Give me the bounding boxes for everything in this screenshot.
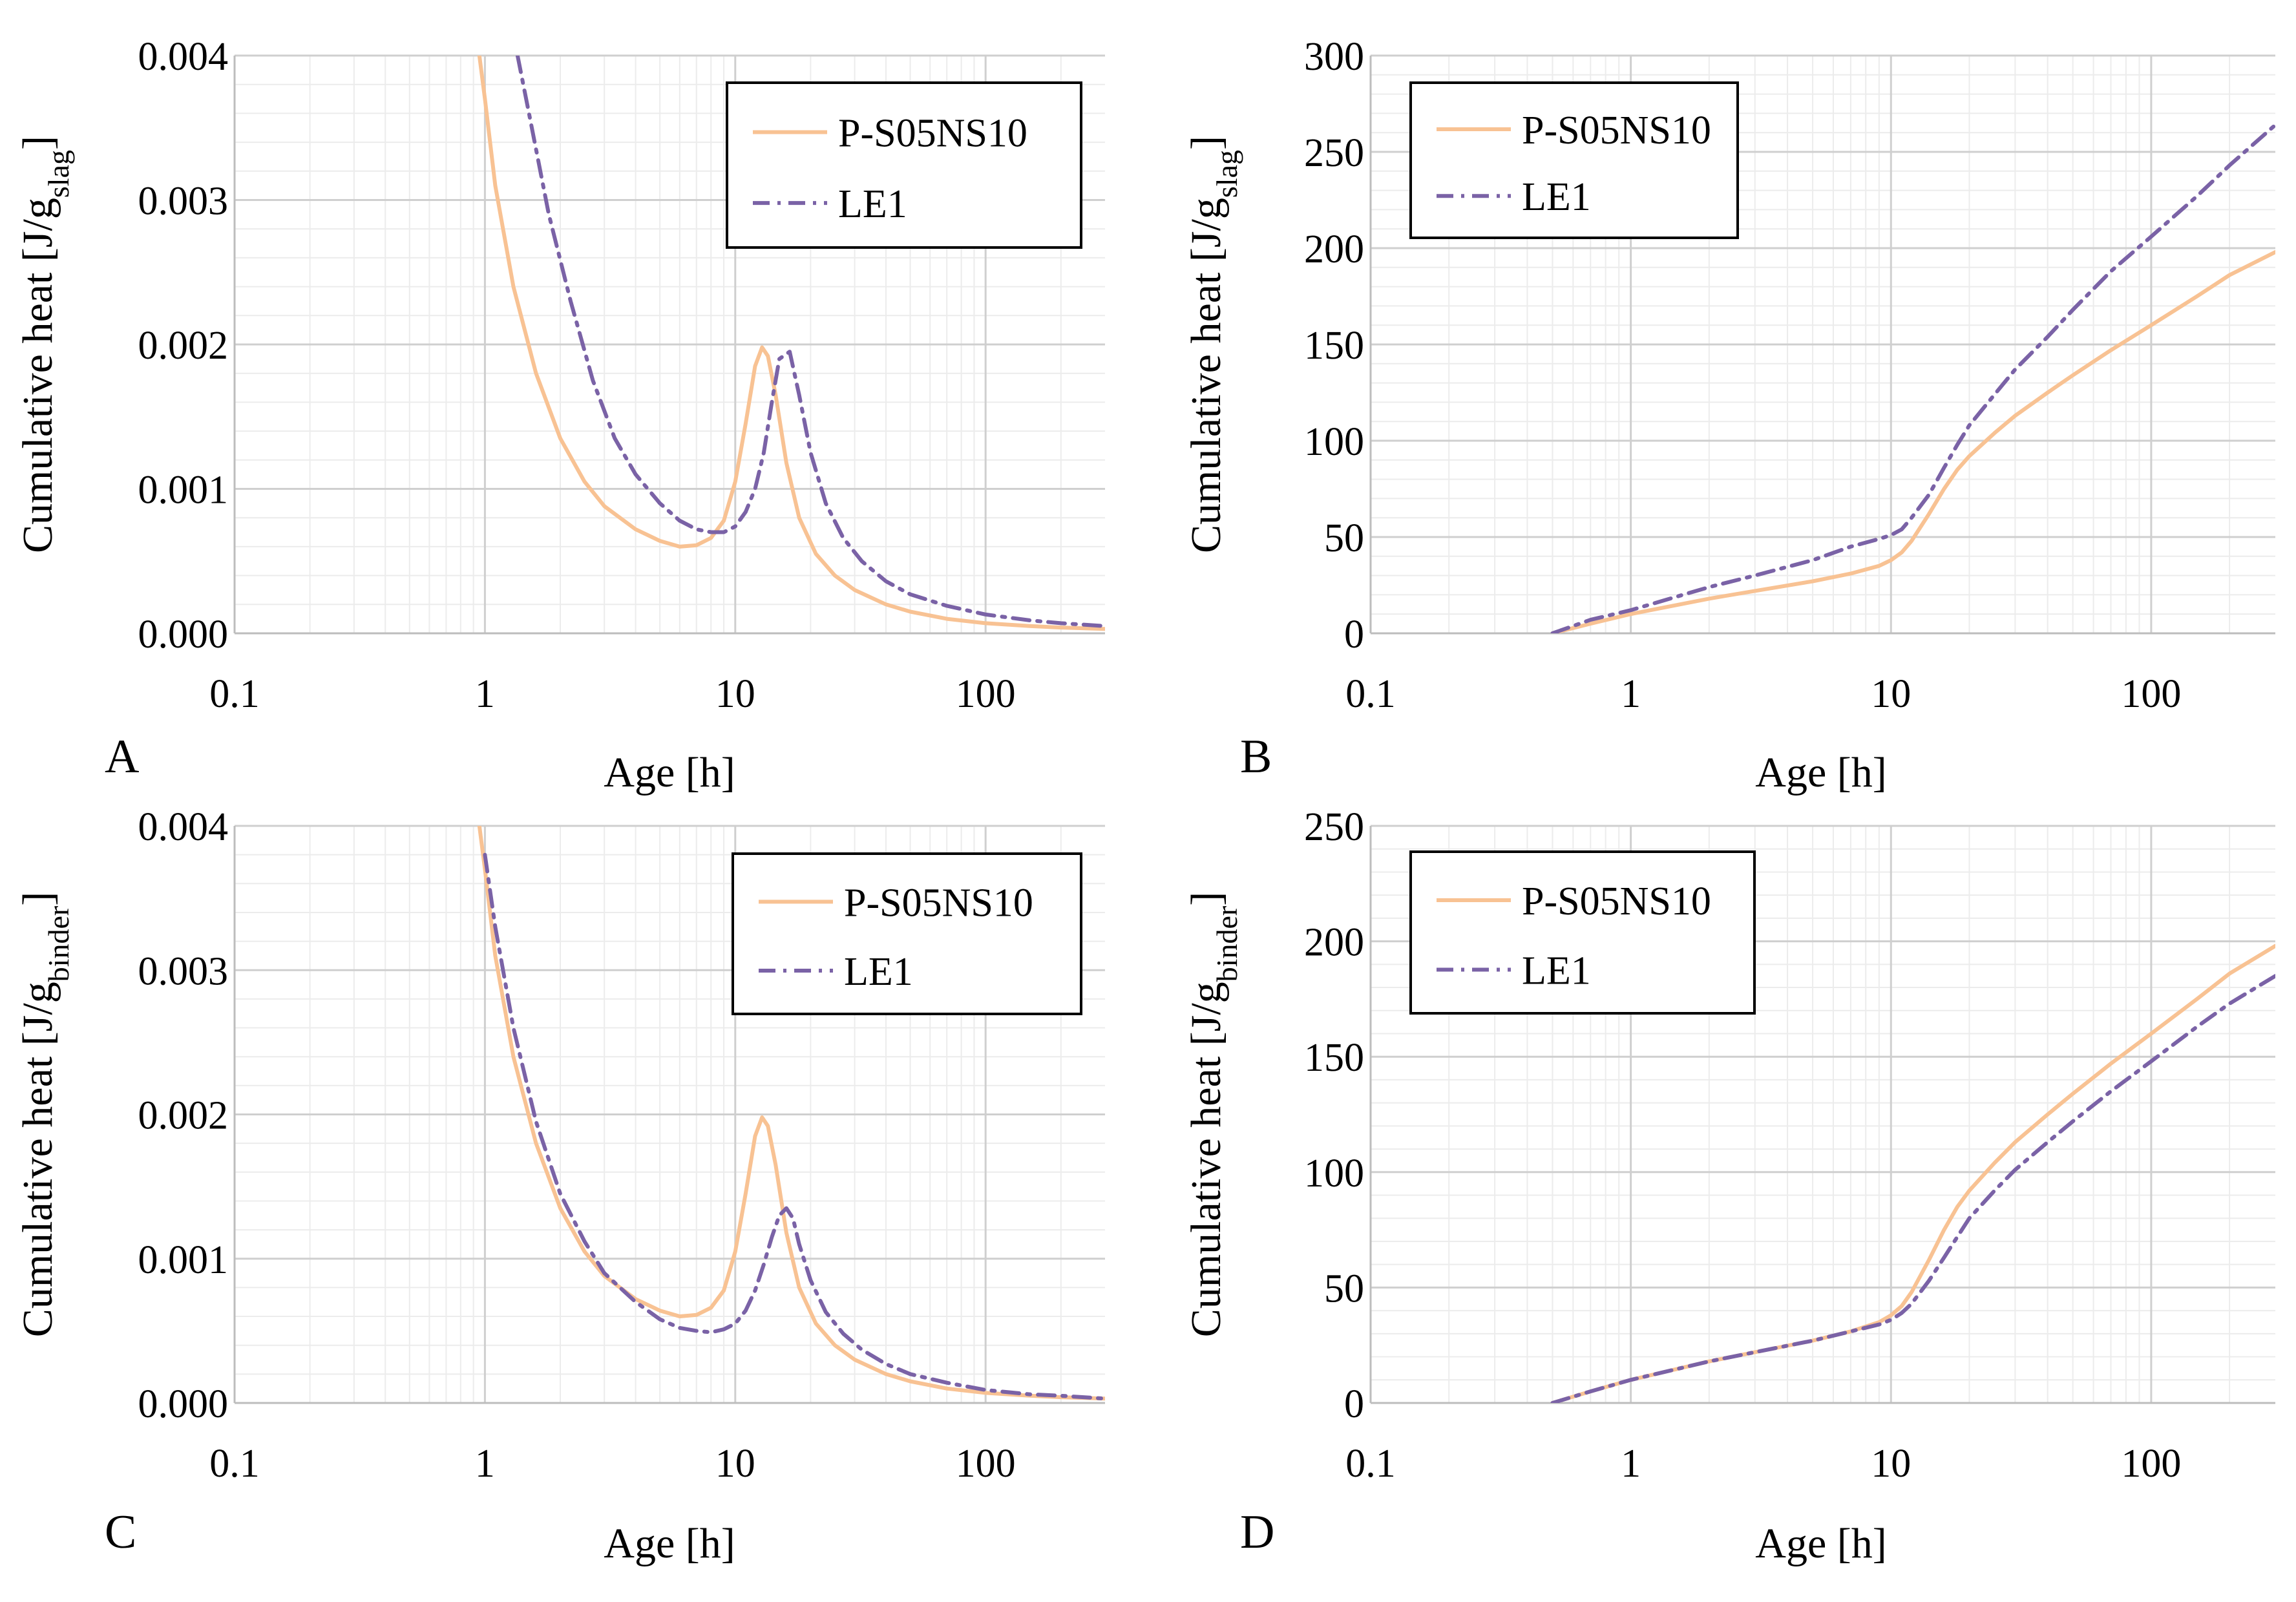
legend-label-p-s05ns10: P-S05NS10 [838, 112, 1027, 156]
panel-a: 0.1 1 10 100 0.000 0.001 0.002 0.003 0.004 Age [h… [14, 35, 1105, 796]
panel-b: 0.1 1 10 100 0 50 100 150 200 250 300 Age [h] Cumula… [1183, 35, 2275, 796]
x-axis-title: Age [h] [604, 1520, 735, 1567]
y-tick-label: 0 [1344, 613, 1364, 657]
y-tick-label: 200 [1304, 227, 1364, 271]
x-tick-label: 100 [956, 672, 1016, 716]
y-axis-title-main: Cumulative heat [J/g [14, 198, 61, 553]
panel-c: 0.1 1 10 100 0.000 0.001 0.002 0.003 0.004 Age [h… [14, 805, 1105, 1567]
series-line-le1 [1550, 123, 2275, 633]
series-line-le1 [515, 56, 1105, 628]
panel-letter: C [105, 1506, 136, 1559]
legend: P-S05NS10 LE1 [1409, 850, 1756, 1015]
y-tick-label: 250 [1304, 131, 1364, 175]
legend-label-le1: LE1 [1522, 175, 1591, 219]
legend-box [1409, 81, 1739, 239]
x-axis-title: Age [h] [1755, 749, 1886, 796]
y-tick-label: 0.000 [138, 613, 229, 657]
y-tick-label: 100 [1304, 1152, 1364, 1196]
x-tick-label: 10 [1871, 1442, 1911, 1486]
y-tick-label: 150 [1304, 324, 1364, 368]
y-axis-title: Cumulative heat [J/gbinder] [14, 892, 75, 1337]
series-line-le1 [1550, 974, 2275, 1403]
y-tick-label: 0.001 [138, 1238, 229, 1282]
y-tick-label: 0.004 [138, 805, 229, 849]
legend: P-S05NS10 LE1 [1409, 81, 1739, 239]
y-axis-title-subscript: binder [42, 906, 75, 982]
y-axis-title-subscript: slag [1210, 150, 1243, 198]
x-tick-label: 1 [1621, 1442, 1641, 1486]
y-axis-title: Cumulative heat [J/gslag] [1183, 136, 1243, 553]
legend-box [1409, 850, 1756, 1015]
y-tick-label: 0 [1344, 1382, 1364, 1426]
panel-d: 0.1 1 10 100 0 50 100 150 200 250 Age [h] Cumulativ… [1183, 805, 2275, 1567]
legend-label-le1: LE1 [1522, 949, 1591, 993]
x-tick-label: 100 [2121, 672, 2181, 716]
y-axis-title-end: ] [14, 136, 61, 150]
legend-label-p-s05ns10: P-S05NS10 [844, 881, 1033, 925]
y-axis-title-subscript: binder [1210, 906, 1243, 982]
legend-box [726, 81, 1082, 249]
major-gridlines [1371, 54, 2275, 633]
y-tick-label: 50 [1324, 516, 1364, 560]
legend-label-le1: LE1 [838, 182, 907, 226]
y-tick-label: 100 [1304, 420, 1364, 464]
y-axis-title: Cumulative heat [J/gbinder] [1183, 892, 1243, 1337]
y-tick-label: 0.004 [138, 35, 229, 79]
y-tick-label: 250 [1304, 805, 1364, 849]
x-tick-label: 1 [1621, 672, 1641, 716]
y-tick-label: 150 [1304, 1036, 1364, 1080]
y-axis-title-end: ] [1183, 136, 1230, 150]
x-tick-label: 1 [475, 672, 495, 716]
y-tick-label: 0.001 [138, 469, 229, 512]
legend-box [732, 852, 1082, 1015]
y-axis-title-subscript: slag [42, 150, 75, 198]
x-tick-label: 100 [2121, 1442, 2181, 1486]
x-axis-title: Age [h] [604, 749, 735, 796]
y-axis-title-main: Cumulative heat [J/g [14, 982, 61, 1337]
series-line-p-s05ns10 [477, 826, 1105, 1401]
x-tick-label: 1 [475, 1442, 495, 1486]
panel-letter: D [1240, 1506, 1274, 1559]
x-tick-label: 0.1 [1345, 1442, 1396, 1486]
y-tick-label: 200 [1304, 921, 1364, 965]
legend-label-p-s05ns10: P-S05NS10 [1522, 880, 1711, 923]
series-line-le1 [483, 852, 1105, 1401]
x-tick-label: 100 [956, 1442, 1016, 1486]
series-line-p-s05ns10 [477, 56, 1105, 631]
y-axis-title-main: Cumulative heat [J/g [1183, 198, 1230, 553]
legend: P-S05NS10 LE1 [726, 81, 1082, 249]
x-tick-label: 10 [1871, 672, 1911, 716]
x-tick-label: 0.1 [1345, 672, 1396, 716]
y-tick-label: 300 [1304, 35, 1364, 79]
y-tick-label: 0.003 [138, 180, 229, 224]
y-tick-label: 0.002 [138, 324, 229, 368]
y-tick-label: 50 [1324, 1267, 1364, 1311]
legend-label-p-s05ns10: P-S05NS10 [1522, 109, 1711, 153]
y-axis-title: Cumulative heat [J/gslag] [14, 136, 75, 553]
legend-label-le1: LE1 [844, 950, 913, 994]
x-tick-label: 0.1 [209, 1442, 260, 1486]
y-tick-label: 0.000 [138, 1382, 229, 1426]
x-tick-label: 0.1 [209, 672, 260, 716]
y-axis-title-end: ] [14, 892, 61, 906]
series-line-p-s05ns10 [1550, 250, 2275, 633]
y-axis-title-end: ] [1183, 892, 1230, 906]
y-axis-title-main: Cumulative heat [J/g [1183, 982, 1230, 1337]
y-tick-label: 0.002 [138, 1094, 229, 1138]
x-tick-label: 10 [715, 672, 755, 716]
legend: P-S05NS10 LE1 [732, 852, 1082, 1015]
x-axis-title: Age [h] [1755, 1520, 1886, 1567]
panel-letter: B [1240, 730, 1272, 783]
y-tick-label: 0.003 [138, 949, 229, 993]
panel-letter: A [105, 730, 139, 783]
x-tick-label: 10 [715, 1442, 755, 1486]
